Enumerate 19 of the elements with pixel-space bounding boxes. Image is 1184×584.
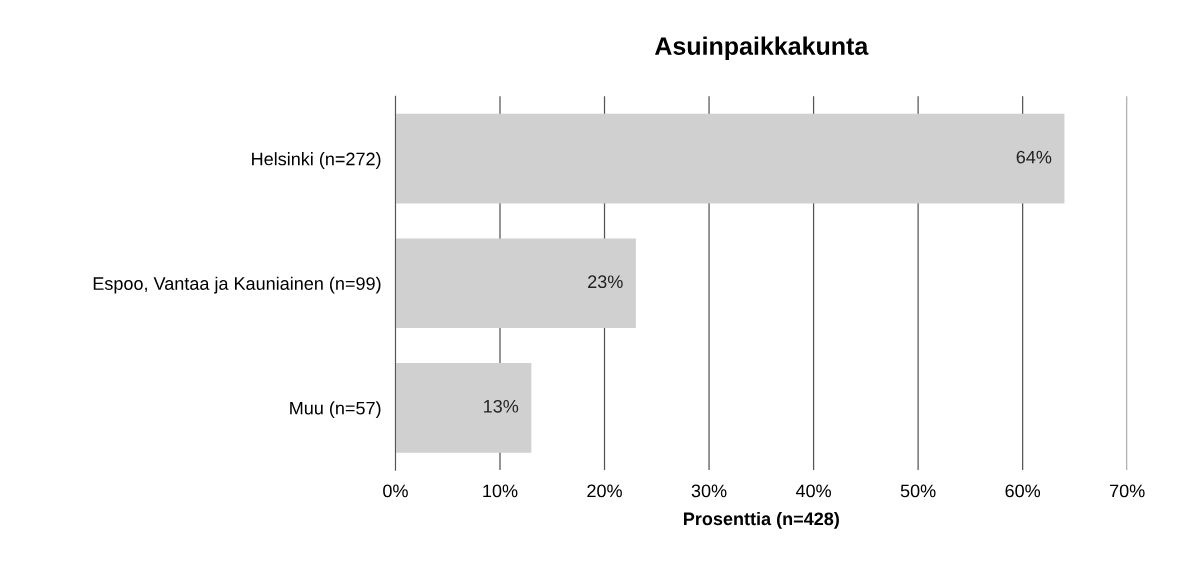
x-tick-label: 60% (1005, 484, 1041, 498)
x-tick-label: 10% (483, 484, 518, 498)
y-tick-label: Helsinki (n=272) (252, 152, 381, 169)
x-tick-label: 20% (587, 484, 622, 498)
bar (395, 113, 1065, 204)
x-tick-label: 40% (795, 484, 831, 498)
y-tick-label: Espoo, Vantaa ja Kauniainen (n=99) (93, 276, 381, 294)
x-tick-label: 70% (1110, 484, 1145, 498)
y-tick-label: Muu (n=57) (290, 401, 381, 419)
data-label: 64% (1016, 150, 1052, 164)
chart-title: Asuinpaikkakunta (654, 36, 869, 60)
bar (395, 238, 636, 329)
x-tick-label: 0% (383, 484, 408, 498)
bar (395, 362, 532, 453)
data-label: 23% (588, 275, 623, 289)
x-axis-title: Prosenttia (n=428) (684, 511, 839, 529)
data-label: 13% (484, 399, 519, 413)
x-tick-label: 50% (900, 484, 936, 498)
x-tick-label: 30% (691, 484, 727, 498)
